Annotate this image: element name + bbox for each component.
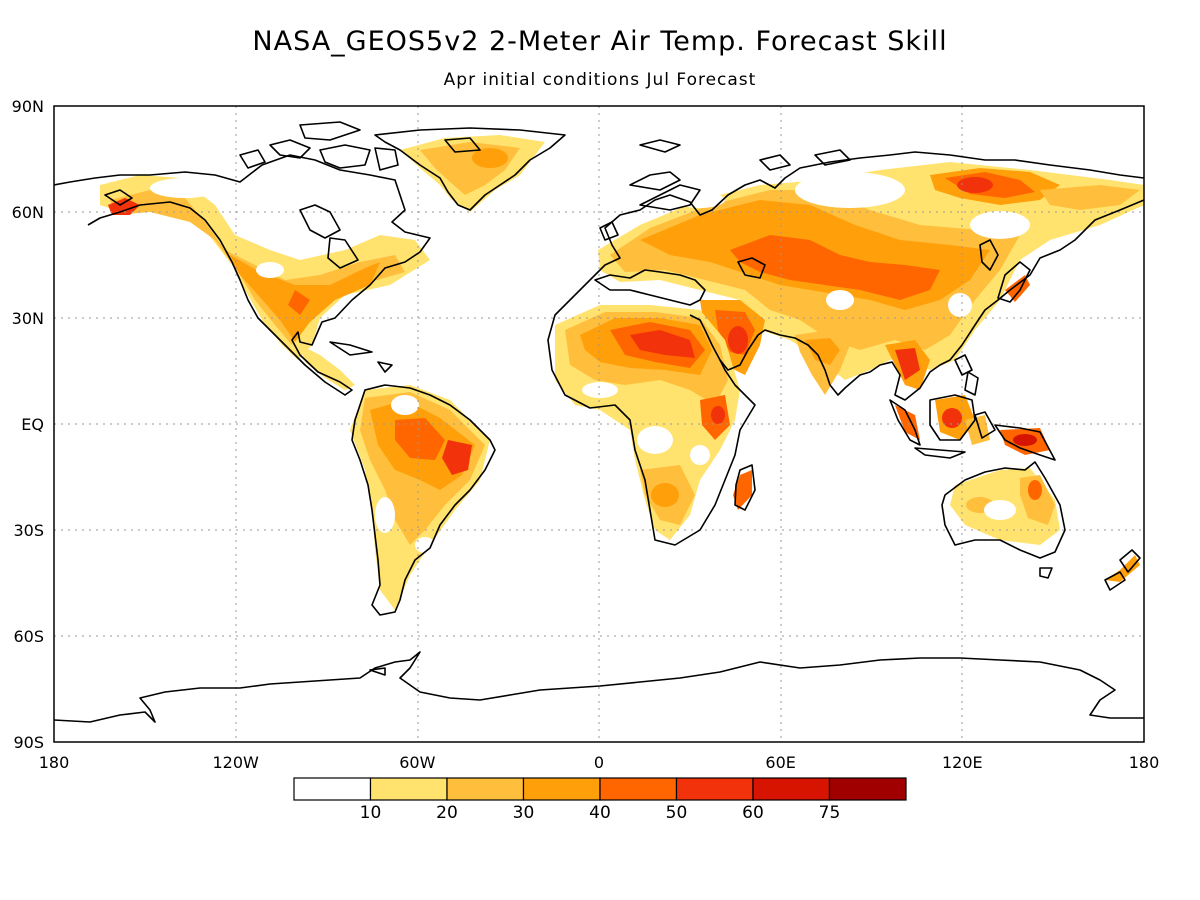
skill-shading bbox=[100, 135, 1144, 610]
shading-arabia bbox=[700, 300, 765, 375]
colorbar-label: 10 bbox=[360, 803, 382, 823]
colorbar-label: 75 bbox=[819, 803, 841, 823]
coast-africa bbox=[547, 294, 756, 546]
lon-tick-label: 0 bbox=[594, 753, 604, 772]
colorbar-bin bbox=[293, 777, 372, 801]
shading-south-america bbox=[350, 385, 490, 610]
colorbar-label: 30 bbox=[513, 803, 535, 823]
colorbar-bin bbox=[828, 777, 907, 801]
coast-australia bbox=[941, 461, 1066, 559]
grid-lines bbox=[54, 106, 1144, 742]
lon-tick-label: 120E bbox=[942, 753, 983, 772]
colorbar-bin bbox=[752, 777, 831, 801]
map-title: NASA_GEOS5v2 2-Meter Air Temp. Forecast … bbox=[252, 26, 948, 57]
lat-tick-label: EQ bbox=[21, 415, 44, 434]
colorbar-label: 20 bbox=[436, 803, 458, 823]
plot-frame bbox=[53, 105, 1145, 743]
map-subtitle: Apr initial conditions Jul Forecast bbox=[443, 70, 757, 90]
colorbar-bin bbox=[369, 777, 448, 801]
lat-tick-label: 90S bbox=[13, 733, 44, 752]
shading-eurasia bbox=[598, 162, 1144, 395]
shading-africa bbox=[555, 305, 740, 540]
coast-new-zealand bbox=[1104, 549, 1141, 591]
colorbar-bin bbox=[446, 777, 525, 801]
lon-tick-label: 120W bbox=[212, 753, 259, 772]
lon-tick-label: 180 bbox=[1129, 753, 1160, 772]
colorbar-bin bbox=[675, 777, 754, 801]
coastlines bbox=[54, 121, 1144, 723]
colorbar-bin bbox=[599, 777, 678, 801]
shading-central-america bbox=[300, 345, 355, 390]
shading-north-america bbox=[100, 175, 430, 360]
lat-tick-label: 90N bbox=[12, 97, 44, 116]
lon-tick-label: 60E bbox=[765, 753, 795, 772]
coast-south-america bbox=[351, 384, 496, 616]
colorbar: 10 20 30 40 50 60 75 bbox=[293, 777, 907, 823]
lat-tick-label: 30N bbox=[12, 309, 44, 328]
shading-australia bbox=[950, 468, 1060, 545]
longitude-tick-labels: 180 120W 60W 0 60E 120E 180 bbox=[39, 753, 1160, 772]
coast-antarctica bbox=[54, 651, 1144, 723]
colorbar-label: 40 bbox=[589, 803, 611, 823]
colorbar-bin bbox=[522, 777, 601, 801]
lat-tick-label: 60N bbox=[12, 203, 44, 222]
coast-eurasia bbox=[574, 151, 1144, 296]
lon-tick-label: 60W bbox=[399, 753, 435, 772]
colorbar-label: 50 bbox=[666, 803, 688, 823]
shading-greenland bbox=[400, 135, 545, 212]
lon-tick-label: 180 bbox=[39, 753, 70, 772]
shading-madagascar bbox=[733, 470, 752, 510]
coast-north-america bbox=[54, 154, 431, 396]
lat-tick-label: 60S bbox=[13, 627, 44, 646]
latitude-tick-labels: 90N 60N 30N EQ 30S 60S 90S bbox=[12, 97, 44, 752]
coast-greenland bbox=[374, 127, 566, 211]
lat-tick-label: 30S bbox=[13, 521, 44, 540]
colorbar-label: 60 bbox=[742, 803, 764, 823]
